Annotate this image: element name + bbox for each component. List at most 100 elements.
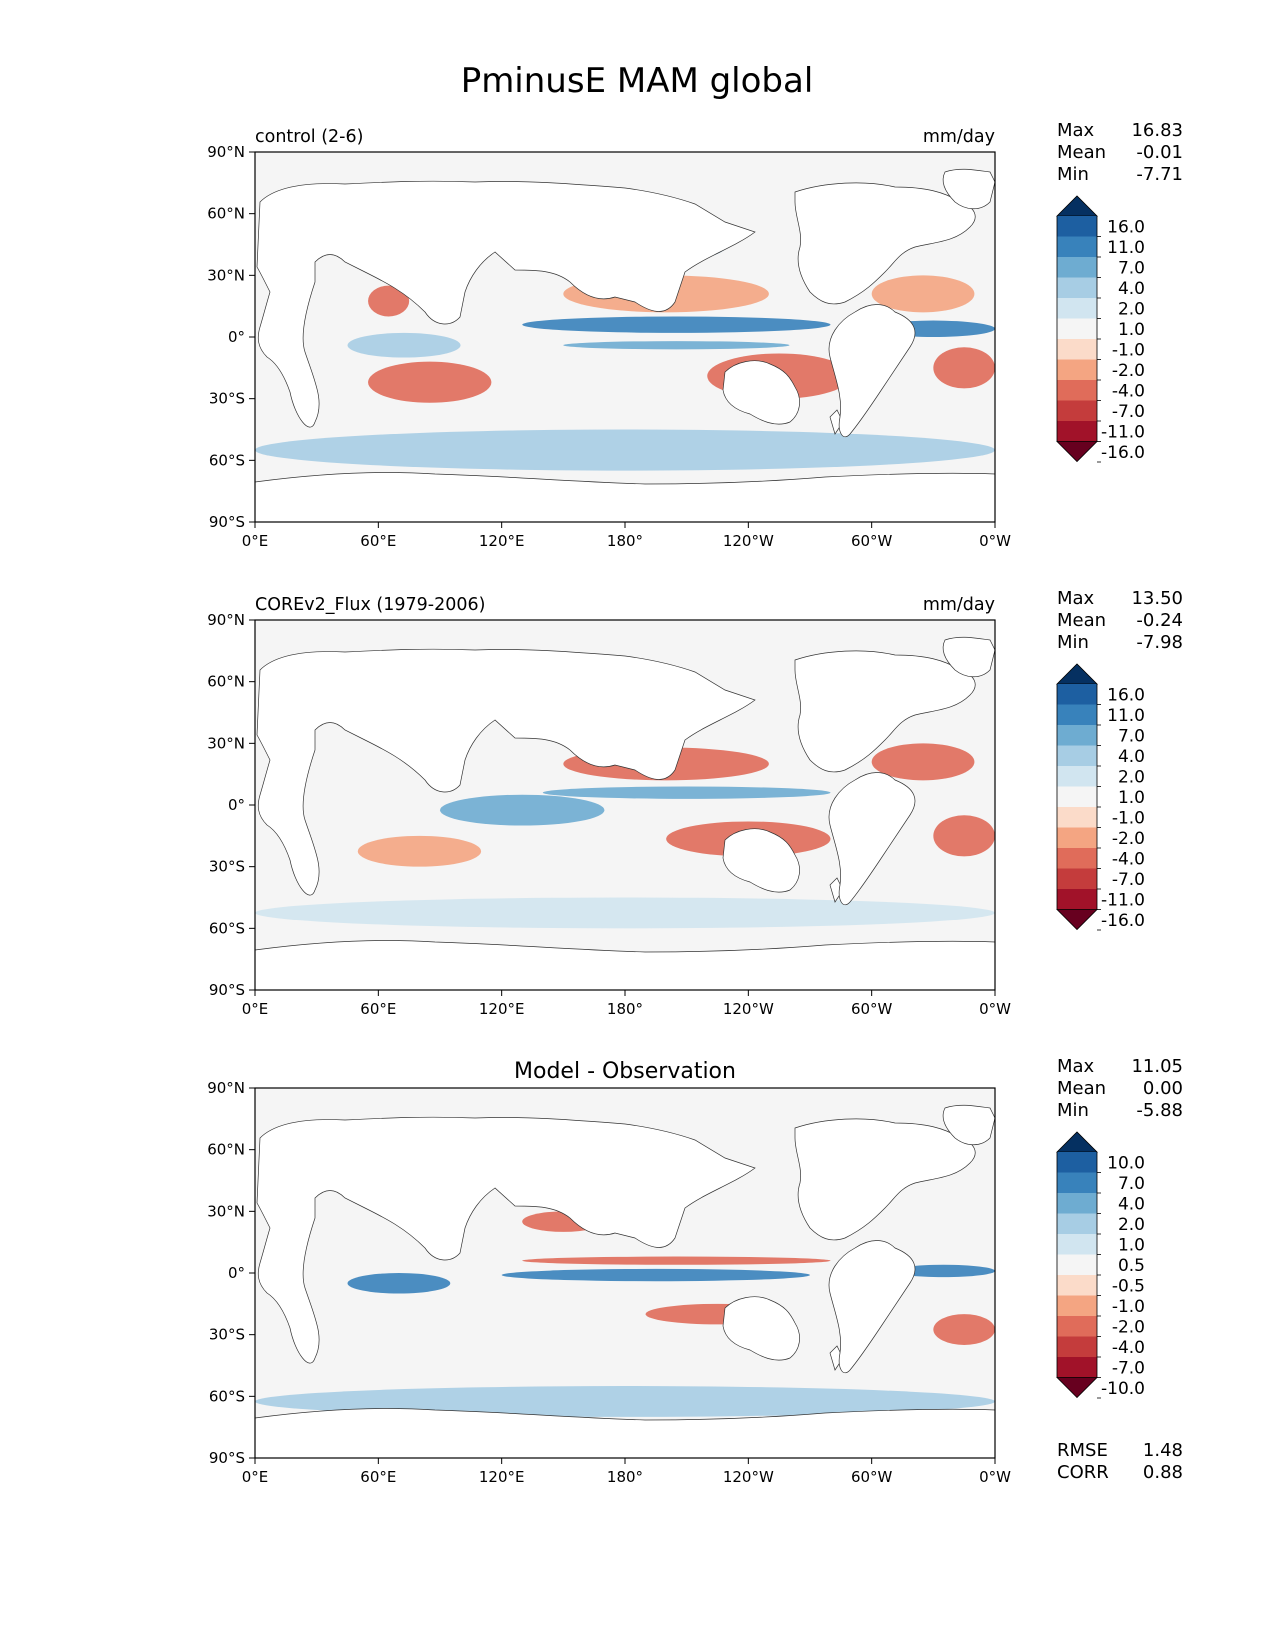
panel-control: control (2-6) mm/day Pacific ITCZPacific… xyxy=(207,127,1011,550)
stat-label: RMSE xyxy=(1057,1440,1108,1461)
map-axes: Pacific ITCZWarm pool Southern Ocean stor… xyxy=(207,611,1011,1018)
x-tick-label: 120°E xyxy=(479,1000,525,1018)
x-tick-label: 60°E xyxy=(360,1000,396,1018)
colorbar-extend-bottom xyxy=(1056,441,1098,463)
colorbar-segment xyxy=(1057,1275,1097,1296)
y-tick-label: 90°S xyxy=(209,1449,245,1467)
colorbar-extend-top xyxy=(1056,663,1098,685)
colorbar-tick-label: -2.0 xyxy=(1112,829,1145,849)
colorbar-segment xyxy=(1057,339,1097,360)
panel-center-label: Model - Observation xyxy=(514,1059,736,1084)
colorbar-segment xyxy=(1057,216,1097,237)
colorbar-segment xyxy=(1057,868,1097,889)
colorbar-segment xyxy=(1057,827,1097,848)
colorbar-segment xyxy=(1057,359,1097,380)
colorbar-segment xyxy=(1057,807,1097,828)
stat-label: Min xyxy=(1057,1100,1089,1121)
y-tick-label: 30°S xyxy=(209,858,245,876)
colorbar-segment xyxy=(1057,298,1097,319)
colorbar-frame xyxy=(1056,216,1098,442)
colorbar-tick-label: 1.0 xyxy=(1118,320,1145,340)
y-tick-label: 30°N xyxy=(207,266,245,284)
map-axes: Pacific ITCZ bias Equatorial Pacific wet … xyxy=(207,1079,1011,1486)
colorbar-tick-label: 7.0 xyxy=(1118,258,1145,278)
x-tick-label: 180° xyxy=(607,1468,643,1486)
colorbar-tick-label: -4.0 xyxy=(1112,381,1145,401)
stat-value: 11.05 xyxy=(1131,1056,1183,1077)
y-tick-label: 0° xyxy=(228,328,245,346)
colorbar-segment xyxy=(1057,257,1097,278)
colorbar-segment xyxy=(1057,1316,1097,1337)
y-tick-label: 30°N xyxy=(207,1202,245,1220)
stat-label: Mean xyxy=(1057,142,1106,163)
colorbar-segment xyxy=(1057,889,1097,910)
x-tick-label: 120°W xyxy=(723,1000,774,1018)
colorbar-segment xyxy=(1057,400,1097,421)
colorbar-tick-label: -11.0 xyxy=(1101,890,1145,910)
x-tick-label: 0°W xyxy=(979,1468,1011,1486)
field-region: Atlantic ITCZ wet bias xyxy=(892,1264,995,1278)
colorbar-tick-label: 4.0 xyxy=(1118,1194,1145,1214)
colorbar-tick-label: -1.0 xyxy=(1112,340,1145,360)
colorbar-segment xyxy=(1057,1336,1097,1357)
x-tick-label: 60°W xyxy=(851,532,893,550)
colorbar-segment xyxy=(1057,1193,1097,1214)
y-tick-label: 30°S xyxy=(209,390,245,408)
panel-right-label: mm/day xyxy=(923,595,995,615)
colorbar-segment xyxy=(1057,848,1097,869)
colorbar-tick-label: -2.0 xyxy=(1112,1317,1145,1337)
colorbar-tick-label: -4.0 xyxy=(1112,849,1145,869)
x-tick-label: 60°W xyxy=(851,1468,893,1486)
y-tick-label: 60°S xyxy=(209,1387,245,1405)
colorbar-difference: 10.07.04.02.01.00.5-0.5-1.0-2.0-4.0-7.0-… xyxy=(1056,1131,1145,1399)
stat-value: -7.71 xyxy=(1136,164,1183,185)
stat-label: Mean xyxy=(1057,610,1106,631)
colorbar-control: 16.011.07.04.02.01.0-1.0-2.0-4.0-7.0-11.… xyxy=(1056,195,1145,463)
stat-value: -0.24 xyxy=(1136,610,1183,631)
field-region: South Atlantic subtropics xyxy=(933,347,996,389)
field-region: Arabian Sea xyxy=(368,285,410,317)
stat-label: Mean xyxy=(1057,1078,1106,1099)
x-tick-label: 120°W xyxy=(723,532,774,550)
map-axes: Pacific ITCZ Pacific SPCZ/south ITCZ India… xyxy=(207,143,1011,550)
field-region: North Atlantic subtropics xyxy=(871,743,975,781)
figure-title: PminusE MAM global xyxy=(461,61,814,101)
colorbar-tick-label: -4.0 xyxy=(1112,1338,1145,1358)
colorbar-tick-label: -16.0 xyxy=(1101,911,1145,931)
colorbar-segment xyxy=(1057,236,1097,257)
stat-label: Max xyxy=(1057,120,1095,141)
stat-label: Min xyxy=(1057,164,1089,185)
field-region: South Atlantic dry bias xyxy=(933,1314,996,1345)
colorbar-tick-label: -7.0 xyxy=(1112,1358,1145,1378)
y-tick-label: 60°N xyxy=(207,673,245,691)
colorbar-segment xyxy=(1057,1172,1097,1193)
y-tick-label: 60°N xyxy=(207,205,245,223)
field-region: Equatorial Pacific wet bias xyxy=(501,1268,810,1282)
field-region: South Atlantic subtropics xyxy=(933,815,996,857)
colorbar-tick-label: 2.0 xyxy=(1118,767,1145,787)
colorbar-tick-label: -1.0 xyxy=(1112,1297,1145,1317)
field-region: Pacific ITCZ xyxy=(542,786,831,799)
y-tick-label: 0° xyxy=(228,1264,245,1282)
colorbar-segment xyxy=(1057,380,1097,401)
field-region: South Indian subtropics xyxy=(368,361,492,403)
colorbar-tick-label: 1.0 xyxy=(1118,1235,1145,1255)
colorbar-segment xyxy=(1057,684,1097,705)
field-region: Indian Ocean wet bias xyxy=(347,1273,451,1294)
y-tick-label: 30°S xyxy=(209,1326,245,1344)
y-tick-label: 60°S xyxy=(209,451,245,469)
stat-value: 16.83 xyxy=(1131,120,1183,141)
x-tick-label: 60°E xyxy=(360,532,396,550)
colorbar-extend-bottom xyxy=(1056,1377,1098,1399)
x-tick-label: 120°E xyxy=(479,532,525,550)
x-tick-label: 0°E xyxy=(242,1468,269,1486)
colorbar-tick-label: -0.5 xyxy=(1112,1276,1145,1296)
x-tick-label: 0°W xyxy=(979,1000,1011,1018)
stats-control: Max 16.83 Mean -0.01 Min -7.71 xyxy=(1057,120,1183,185)
colorbar-tick-label: 0.5 xyxy=(1118,1256,1145,1276)
field-region: Warm pool xyxy=(440,794,605,826)
field-region: South Indian subtropics xyxy=(357,835,482,867)
y-tick-label: 90°S xyxy=(209,981,245,999)
colorbar-tick-label: -7.0 xyxy=(1112,402,1145,422)
